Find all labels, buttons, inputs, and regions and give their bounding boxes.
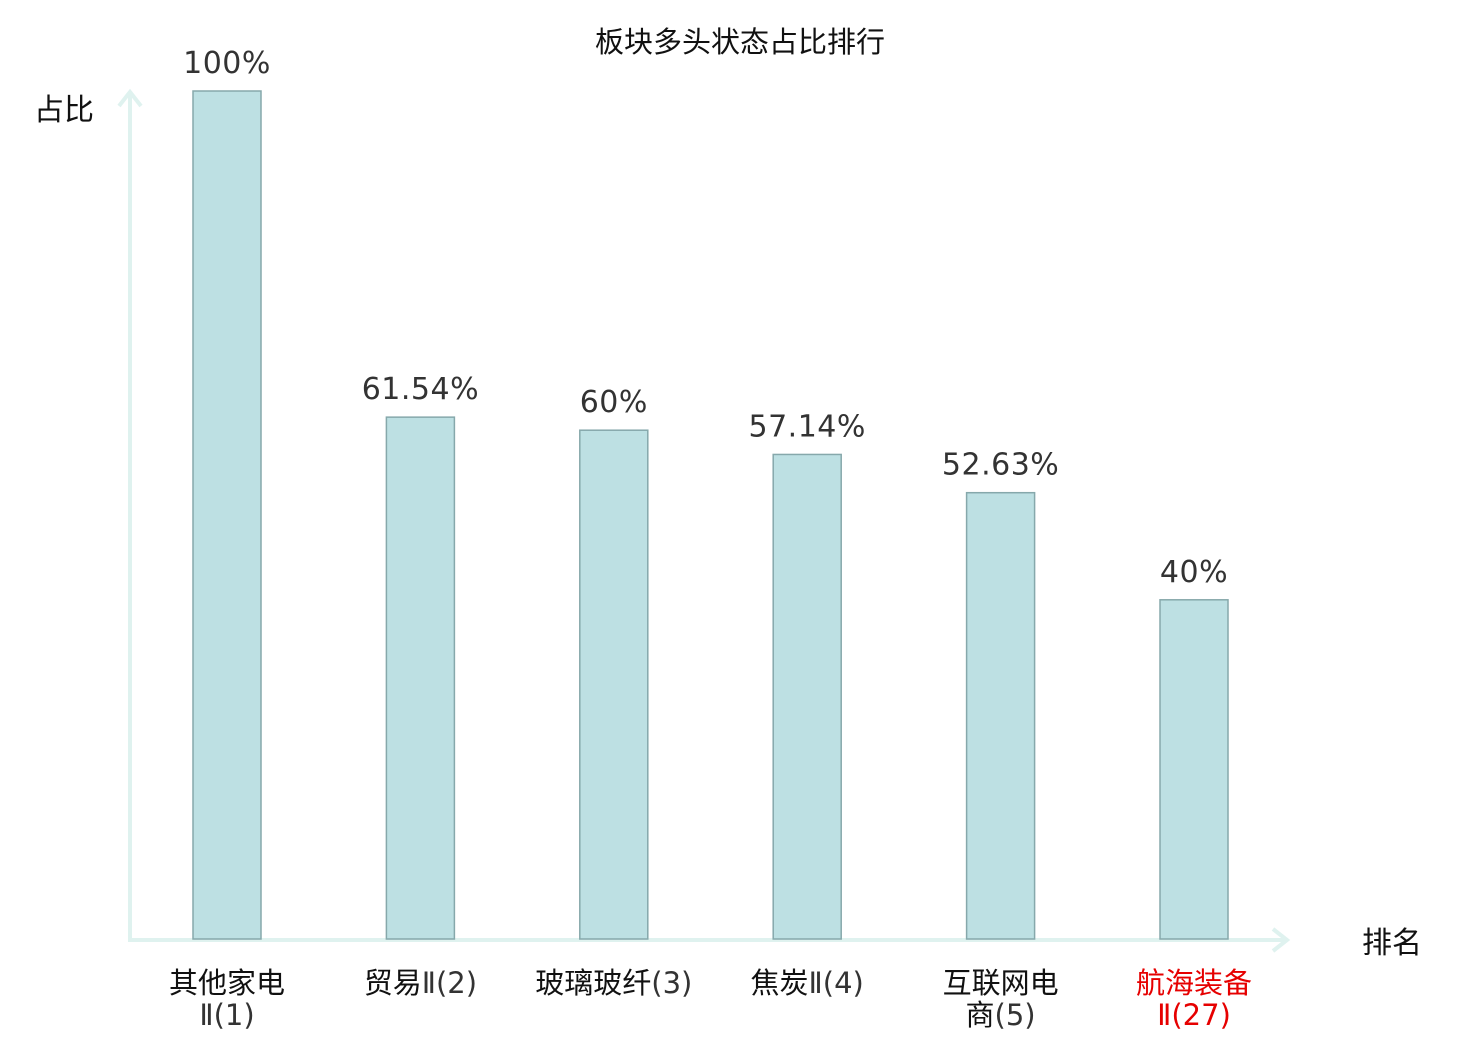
x-axis-arrow — [1271, 927, 1291, 953]
x-tick-name: 玻璃玻纤 — [535, 966, 651, 1000]
bar-value-label: 61.54% — [362, 372, 479, 407]
x-tick-rank: Ⅱ(1) — [199, 998, 254, 1032]
x-tick-rank: Ⅱ(27) — [1157, 998, 1231, 1032]
x-tick-rank: (5) — [995, 998, 1036, 1032]
x-tick-label-line2: Ⅱ(27) — [1157, 998, 1231, 1032]
bar-value-label: 40% — [1160, 555, 1228, 590]
x-tick-name: 互联网电 — [943, 966, 1059, 1000]
x-tick-name-cont: 商 — [966, 998, 995, 1032]
bar-value-label: 100% — [183, 46, 271, 81]
axes — [117, 88, 1291, 953]
x-tick-label-line2: Ⅱ(1) — [199, 998, 254, 1032]
x-tick-label-line2: 商(5) — [966, 998, 1036, 1032]
bar-value-label: 57.14% — [749, 409, 866, 444]
x-tick-label-text: 玻璃玻纤(3) — [535, 966, 692, 1000]
x-tick-rank: Ⅱ(4) — [809, 966, 864, 1000]
bar[interactable] — [772, 453, 842, 940]
chart-title: 板块多头状态占比排行 — [595, 25, 885, 59]
bar[interactable] — [579, 429, 649, 940]
bar[interactable] — [965, 491, 1036, 940]
x-tick-label: 贸易Ⅱ(2) — [364, 966, 477, 1000]
x-tick-name: 焦炭 — [751, 966, 809, 1000]
x-tick-label-text: 焦炭Ⅱ(4) — [751, 966, 864, 1000]
bar[interactable] — [1159, 599, 1229, 940]
bar-value-label: 60% — [580, 385, 648, 420]
bars — [192, 90, 1229, 940]
x-tick-name: 贸易 — [364, 966, 422, 1000]
x-tick-rank: (3) — [651, 966, 692, 1000]
x-tick-label-text: 贸易Ⅱ(2) — [364, 966, 477, 1000]
value-labels: 100% 61.54% 60% 57.14% 52.63% 40% — [183, 46, 1228, 590]
bar[interactable] — [385, 416, 456, 940]
x-tick-rank: Ⅱ(2) — [422, 966, 477, 1000]
bar-value-label: 52.63% — [942, 448, 1059, 483]
x-tick-label: 焦炭Ⅱ(4) — [751, 966, 864, 1000]
y-axis-label: 占比 — [34, 93, 94, 128]
x-tick-name: 航海装备 — [1136, 966, 1252, 1000]
x-tick-name: 其他家电 — [169, 966, 285, 1000]
x-tick-label: 玻璃玻纤(3) — [535, 966, 692, 1000]
x-axis-label: 排名 — [1362, 926, 1422, 961]
y-axis-arrow — [117, 88, 143, 108]
bar[interactable] — [192, 90, 262, 940]
